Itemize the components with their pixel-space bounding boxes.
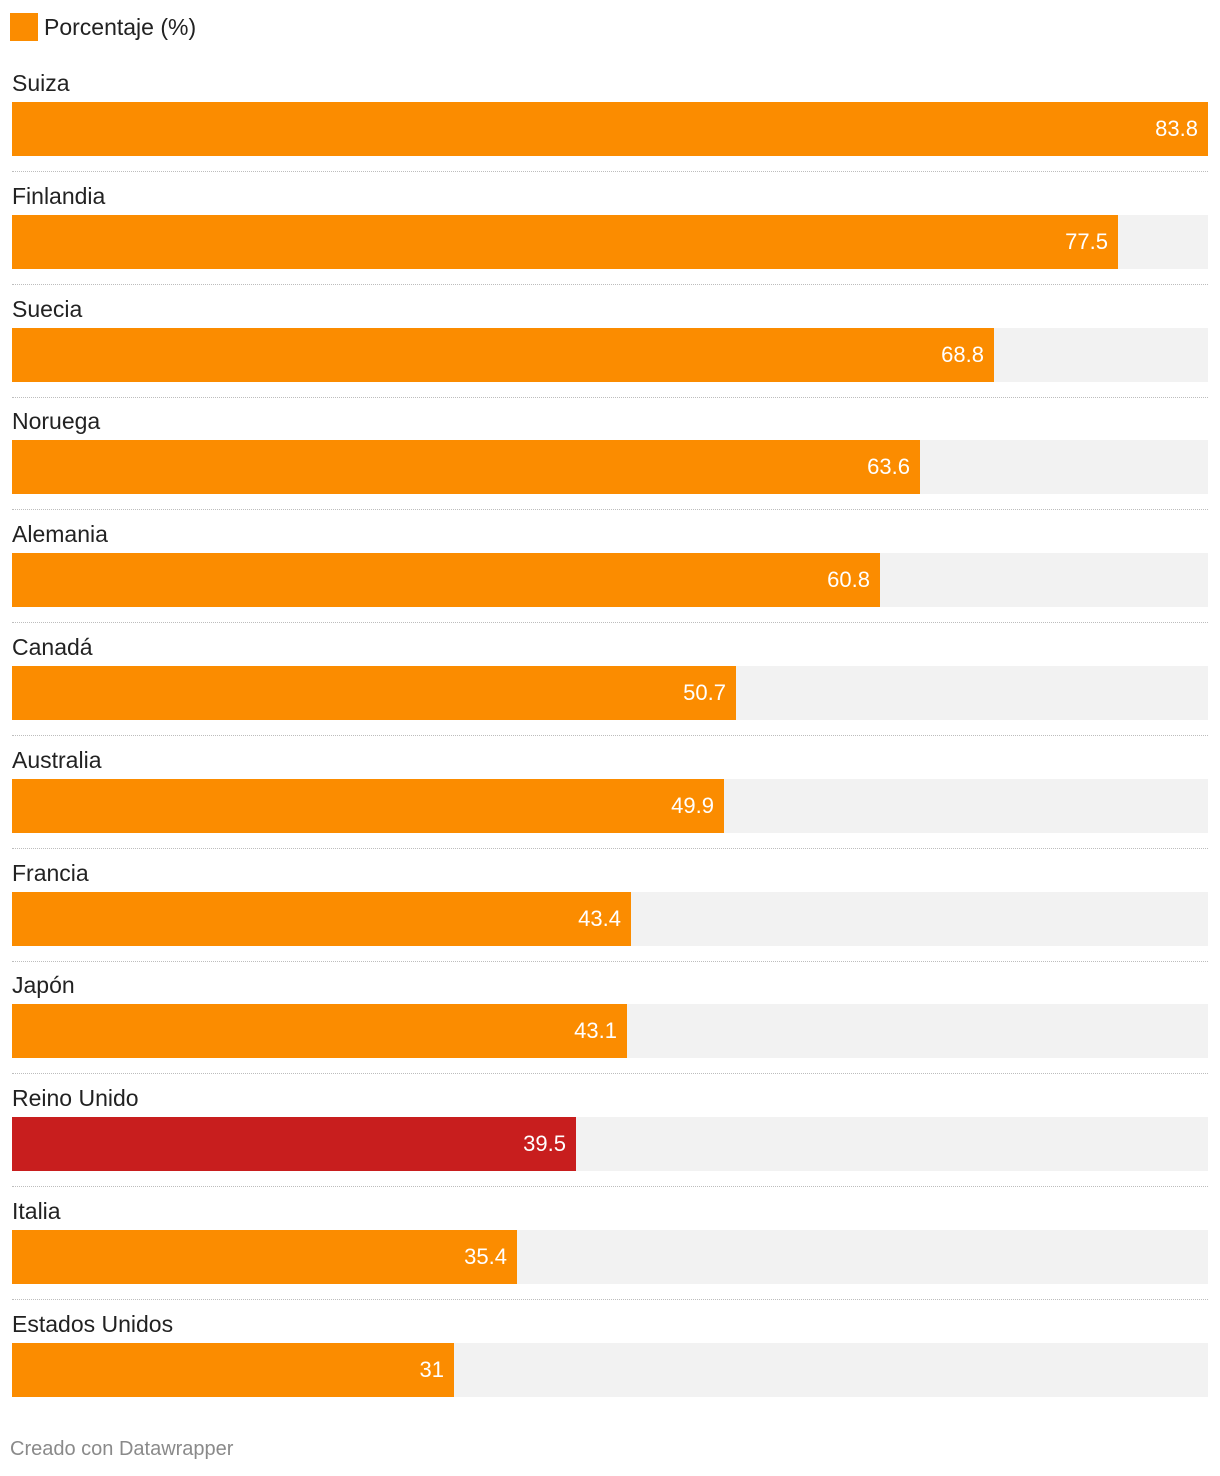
bar-track: 68.8: [12, 328, 1208, 382]
bar-row: Finlandia 77.5: [0, 183, 1220, 287]
bar: 35.4: [12, 1230, 517, 1284]
row-divider: [12, 848, 1208, 849]
bar-row: Noruega 63.6: [0, 408, 1220, 512]
category-label: Alemania: [12, 521, 108, 547]
bar: 43.4: [12, 892, 631, 946]
category-label: Australia: [12, 747, 102, 773]
value-label: 31: [419, 1357, 444, 1382]
value-label: 63.6: [867, 454, 910, 479]
bar: 39.5: [12, 1117, 576, 1171]
category-label: Canadá: [12, 634, 93, 660]
bar-track: 49.9: [12, 779, 1208, 833]
bar: 43.1: [12, 1004, 627, 1058]
category-label: Suecia: [12, 296, 83, 322]
bar-track: 77.5: [12, 215, 1208, 269]
bar-row: Italia 35.4: [0, 1198, 1220, 1302]
bar-track: 50.7: [12, 666, 1208, 720]
category-label: Suiza: [12, 70, 70, 96]
category-label: Finlandia: [12, 183, 106, 209]
value-label: 35.4: [464, 1244, 507, 1269]
bar-row: Alemania 60.8: [0, 521, 1220, 625]
bar-row: Francia 43.4: [0, 860, 1220, 964]
value-label: 83.8: [1155, 116, 1198, 141]
category-label: Estados Unidos: [12, 1311, 174, 1337]
value-label: 43.4: [578, 906, 621, 931]
row-divider: [12, 1186, 1208, 1187]
row-divider: [12, 1073, 1208, 1074]
bar-row: Suiza 83.8: [0, 70, 1220, 174]
bar: 77.5: [12, 215, 1118, 269]
bar: 31: [12, 1343, 454, 1397]
bar-track: 35.4: [12, 1230, 1208, 1284]
value-label: 50.7: [683, 680, 726, 705]
row-divider: [12, 397, 1208, 398]
row-divider: [12, 961, 1208, 962]
category-label: Francia: [12, 860, 89, 886]
bar: 49.9: [12, 779, 724, 833]
bar-row: Japón 43.1: [0, 972, 1220, 1076]
row-divider: [12, 1299, 1208, 1300]
value-label: 60.8: [827, 567, 870, 592]
bar-row: Suecia 68.8: [0, 296, 1220, 400]
bar-track: 43.1: [12, 1004, 1208, 1058]
row-divider: [12, 622, 1208, 623]
row-divider: [12, 735, 1208, 736]
legend-swatch: [10, 13, 38, 41]
value-label: 43.1: [574, 1018, 617, 1043]
row-divider: [12, 509, 1208, 510]
bar-track: 39.5: [12, 1117, 1208, 1171]
row-divider: [12, 171, 1208, 172]
bar-track: 43.4: [12, 892, 1208, 946]
bar-track: 63.6: [12, 440, 1208, 494]
bar-track: 60.8: [12, 553, 1208, 607]
category-label: Japón: [12, 972, 75, 998]
category-label: Italia: [12, 1198, 61, 1224]
value-label: 49.9: [671, 793, 714, 818]
bar-row: Canadá 50.7: [0, 634, 1220, 738]
bar: 50.7: [12, 666, 736, 720]
bar: 60.8: [12, 553, 880, 607]
category-label: Reino Unido: [12, 1085, 139, 1111]
value-label: 39.5: [523, 1131, 566, 1156]
bar-track: 31: [12, 1343, 1208, 1397]
credit-text: Creado con Datawrapper: [10, 1438, 234, 1460]
bar-row: Australia 49.9: [0, 747, 1220, 851]
legend: Porcentaje (%): [10, 12, 196, 42]
legend-label: Porcentaje (%): [44, 13, 197, 40]
row-divider: [12, 284, 1208, 285]
bar-row: Reino Unido 39.5: [0, 1085, 1220, 1189]
bar: 83.8: [12, 102, 1208, 156]
bar: 68.8: [12, 328, 994, 382]
category-label: Noruega: [12, 408, 101, 434]
value-label: 77.5: [1065, 229, 1108, 254]
value-label: 68.8: [941, 342, 984, 367]
bar-track: 83.8: [12, 102, 1208, 156]
bar: 63.6: [12, 440, 920, 494]
bar-row: Estados Unidos 31: [0, 1311, 1220, 1415]
